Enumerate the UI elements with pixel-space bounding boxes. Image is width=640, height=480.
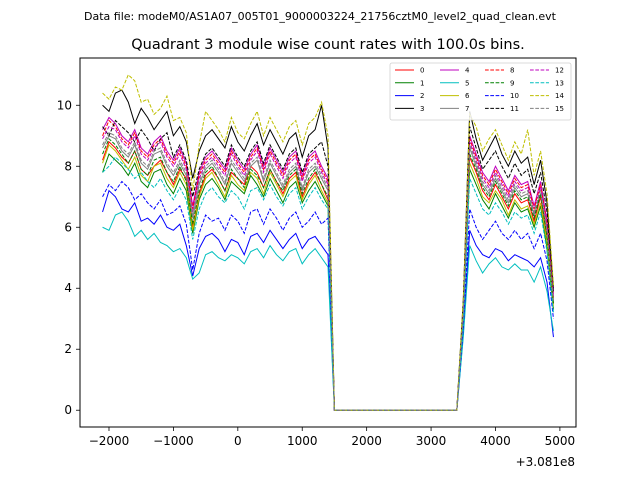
legend-label-2: 2 xyxy=(420,92,424,100)
legend-label-10: 10 xyxy=(510,92,519,100)
series-line-13 xyxy=(102,156,554,411)
x-tick-label: 5000 xyxy=(545,434,576,448)
legend-label-12: 12 xyxy=(555,67,564,75)
y-tick-label: 10 xyxy=(57,98,72,112)
series-line-15 xyxy=(102,132,554,411)
x-tick-label: 3000 xyxy=(416,434,447,448)
series-line-14 xyxy=(102,73,554,411)
legend-label-4: 4 xyxy=(465,67,470,75)
x-tick-label: 1000 xyxy=(287,434,318,448)
series-line-12 xyxy=(102,125,554,411)
legend-label-6: 6 xyxy=(465,92,470,100)
series-line-8 xyxy=(102,119,554,411)
series-line-10 xyxy=(102,180,554,411)
x-tick-label: 0 xyxy=(234,434,242,448)
y-tick-label: 2 xyxy=(64,342,72,356)
legend-label-14: 14 xyxy=(555,92,564,100)
x-tick-label: −2000 xyxy=(89,434,130,448)
x-tick-label: −1000 xyxy=(153,434,194,448)
axes-frame xyxy=(79,57,577,428)
legend-label-8: 8 xyxy=(510,67,514,75)
legend-label-9: 9 xyxy=(510,79,514,87)
series-line-5 xyxy=(102,211,554,411)
series-line-3 xyxy=(102,89,554,411)
legend-label-13: 13 xyxy=(555,79,564,87)
suptitle: Data file: modeM0/AS1A07_005T01_90000032… xyxy=(84,10,557,23)
x-tick-label: 4000 xyxy=(480,434,511,448)
chart-title: Quadrant 3 module wise count rates with … xyxy=(131,37,525,53)
y-tick-label: 4 xyxy=(64,281,72,295)
legend-box xyxy=(389,62,572,121)
series-line-11 xyxy=(102,119,554,411)
legend-label-7: 7 xyxy=(465,105,469,113)
legend-label-3: 3 xyxy=(420,105,424,113)
x-tick-label: 2000 xyxy=(351,434,382,448)
y-tick-label: 6 xyxy=(64,220,72,234)
legend-label-1: 1 xyxy=(420,79,424,87)
axis-ticks: −2000 −1000 0 1000 2000 3000 4000 5000 0 2 4 6 8 10 xyxy=(57,98,575,448)
y-tick-label: 8 xyxy=(64,159,72,173)
plot-area xyxy=(102,73,554,411)
legend-label-5: 5 xyxy=(465,79,469,87)
y-tick-label: 0 xyxy=(64,403,72,417)
legend-label-0: 0 xyxy=(420,67,424,75)
series-line-4 xyxy=(102,116,554,411)
x-offset-label: +3.081e8 xyxy=(516,455,575,469)
legend-label-15: 15 xyxy=(555,105,564,113)
series-line-2 xyxy=(102,189,554,411)
legend-label-11: 11 xyxy=(510,105,519,113)
